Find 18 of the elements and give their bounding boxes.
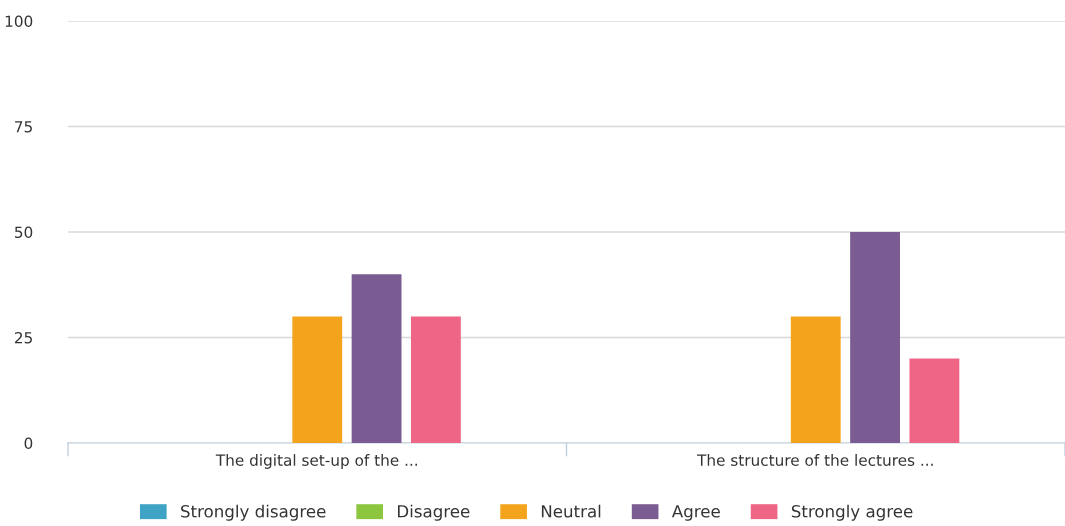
legend-label: Strongly disagree — [181, 504, 326, 521]
bar — [410, 316, 461, 443]
x-tick-label: The structure of the lectures ... — [697, 454, 933, 466]
y-tick-label: 25 — [14, 331, 32, 344]
y-tick-label: 75 — [15, 121, 32, 133]
bar — [351, 274, 402, 443]
y-tick-label: 0 — [24, 437, 33, 450]
x-tick-label: The digital set-up of the ... — [215, 454, 417, 469]
legend-label: Agree — [671, 505, 720, 521]
legend-label: Strongly agree — [791, 504, 913, 521]
y-tick-label: 50 — [15, 226, 33, 239]
bar — [909, 358, 960, 443]
y-tick-label: 100 — [5, 15, 33, 28]
bar — [850, 232, 900, 443]
bar — [790, 316, 841, 443]
legend-label: Disagree — [398, 504, 470, 521]
legend-label: Neutral — [541, 504, 601, 518]
bar — [292, 316, 343, 443]
